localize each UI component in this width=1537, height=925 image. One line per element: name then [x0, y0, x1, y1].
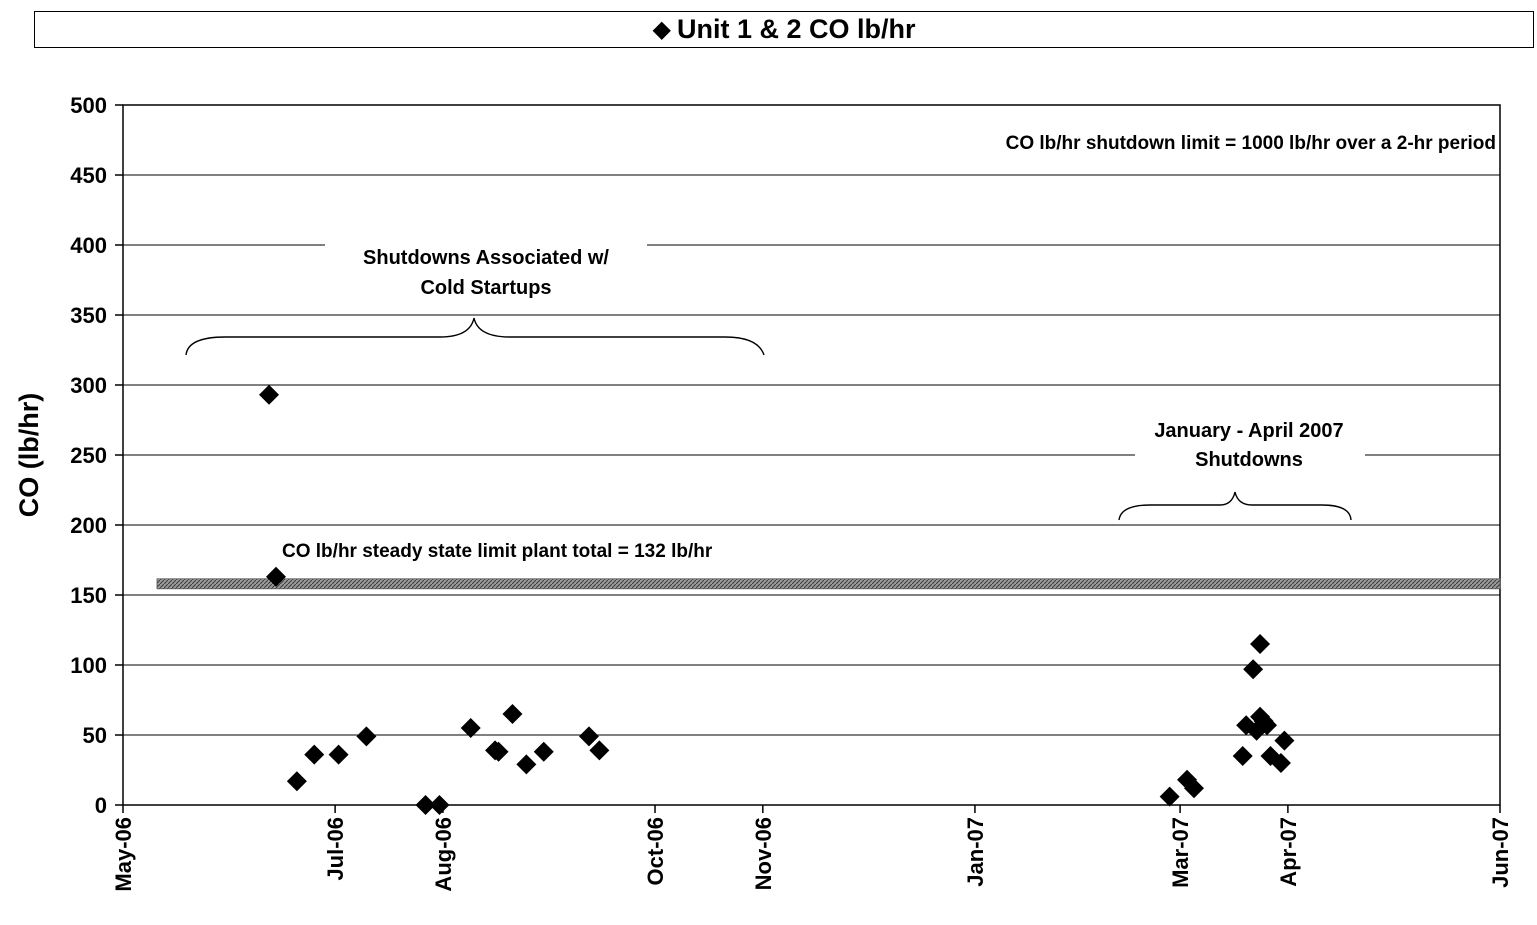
data-point — [589, 740, 610, 761]
y-tick-label: 400 — [70, 233, 107, 258]
data-point — [304, 744, 325, 765]
x-tick-label: Jan-07 — [963, 817, 988, 887]
x-tick-label: Apr-07 — [1276, 817, 1301, 887]
data-point — [259, 384, 280, 405]
plot-area-border — [122, 104, 1501, 806]
legend-diamond-marker: ◆ — [652, 16, 671, 43]
y-tick-label: 450 — [70, 163, 107, 188]
data-point — [1270, 753, 1291, 773]
y-tick-label: 150 — [70, 583, 107, 608]
cold-startups-brace — [185, 317, 765, 356]
annotation-bg — [325, 236, 647, 306]
legend: ◆ Unit 1 & 2 CO lb/hr — [34, 11, 1534, 48]
y-tick-label: 0 — [95, 793, 107, 818]
x-tick-label: Aug-06 — [431, 817, 456, 892]
x-tick-label: Nov-06 — [751, 817, 776, 890]
data-point — [1159, 786, 1180, 807]
y-tick-label: 500 — [70, 93, 107, 118]
x-tick-label: Jun-07 — [1488, 817, 1513, 888]
cold-startups-label-line2: Cold Startups — [420, 277, 551, 299]
data-point — [415, 795, 436, 815]
annotations: CO lb/hr shutdown limit = 1000 lb/hr ove… — [185, 128, 1498, 521]
reference-lines: CO lb/hr steady state limit plant total … — [156, 541, 1501, 590]
x-tick-label: May-06 — [111, 817, 136, 892]
data-point — [429, 795, 450, 815]
data-point — [266, 566, 286, 587]
data-point — [516, 754, 537, 775]
y-tick-label: 200 — [70, 513, 107, 538]
x-tick-label: Jul-06 — [323, 817, 348, 881]
jan-apr-brace — [1118, 491, 1352, 521]
data-point — [1274, 730, 1295, 751]
legend-label: Unit 1 & 2 CO lb/hr — [676, 14, 916, 44]
annotation-bg — [1135, 410, 1365, 480]
data-point — [1250, 634, 1271, 654]
data-point — [533, 741, 554, 762]
annotation-bg — [905, 128, 1498, 156]
y-tick-label: 100 — [70, 653, 107, 678]
y-tick-label: 50 — [83, 723, 107, 748]
steady-state-limit-label: CO lb/hr steady state limit plant total … — [282, 541, 713, 562]
steady-state-limit-line — [156, 578, 1501, 590]
shutdown-limit-annotation: CO lb/hr shutdown limit = 1000 lb/hr ove… — [1006, 133, 1496, 154]
axes: 0 50 100 150 200 250 300 350 400 450 500 CO (lb/hr)… — [14, 93, 1513, 892]
data-point — [328, 744, 349, 765]
data-point — [488, 741, 509, 762]
data-point — [578, 726, 599, 747]
data-point — [460, 718, 481, 738]
data-point — [1184, 778, 1204, 799]
data-point — [1257, 715, 1278, 736]
data-point — [356, 726, 377, 747]
data-point — [502, 704, 523, 724]
y-tick-label: 250 — [70, 443, 107, 468]
data-point — [1232, 746, 1253, 766]
cold-startups-label-line1: Shutdowns Associated w/ — [363, 247, 609, 269]
data-point — [286, 771, 307, 792]
y-tick-label: 300 — [70, 373, 107, 398]
y-axis-label: CO (lb/hr) — [14, 393, 44, 517]
jan-apr-label-line2: Shutdowns — [1195, 449, 1303, 471]
jan-apr-label-line1: January - April 2007 — [1154, 420, 1343, 442]
data-point — [1243, 659, 1264, 680]
data-points — [259, 384, 1295, 815]
y-tick-label: 350 — [70, 303, 107, 328]
x-tick-label: Mar-07 — [1168, 817, 1193, 888]
x-tick-label: Oct-06 — [643, 817, 668, 885]
